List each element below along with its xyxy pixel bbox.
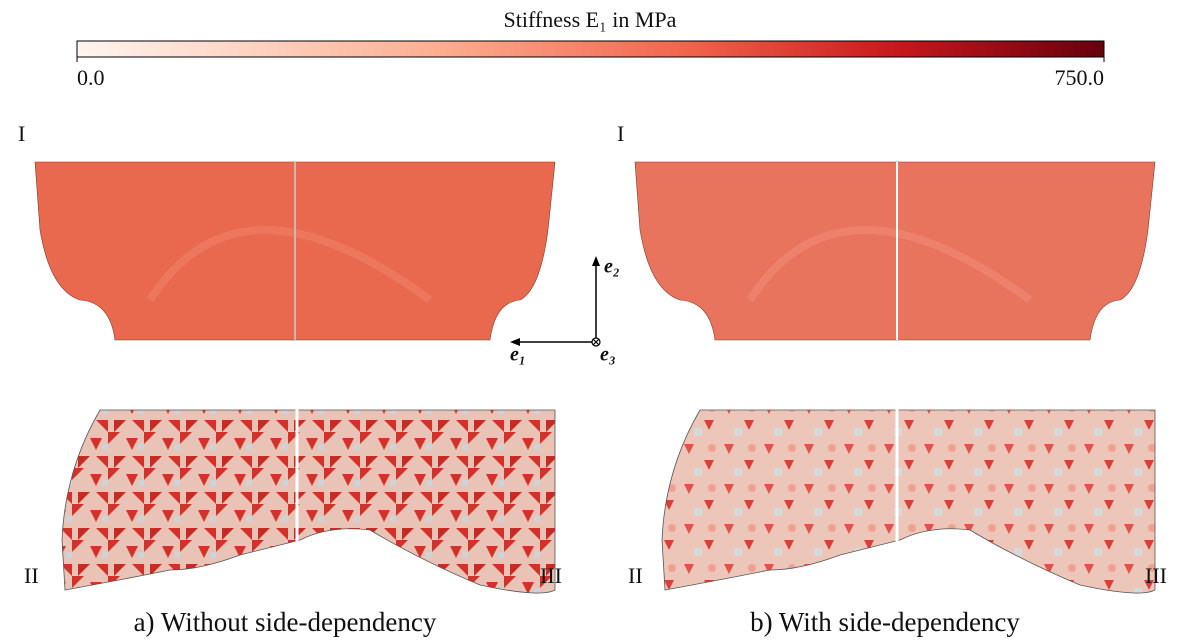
colorbar [77,41,1104,57]
figure: Stiffness E₁ in MPa I II III a) Without … [0,0,1188,643]
panel-b: I II III b) With side-dependency [617,121,1167,637]
panel-label: II [628,563,643,588]
panel-label: III [1145,563,1167,588]
axis-label: e₃ [600,344,616,366]
panel-a: I II III a) Without side-dependency [18,121,562,637]
colorbar-tick-label: 0.0 [77,65,105,90]
caption: a) Without side-dependency [134,607,437,637]
panel-label: III [540,563,562,588]
colorbar-title: Stiffness E₁ in MPa [504,7,677,32]
colorbar-tick-label: 750.0 [1055,65,1105,90]
axis-label: e₁ [510,344,526,366]
caption: b) With side-dependency [750,607,1020,637]
panel-label: I [18,121,25,146]
axis-label: e₂ [604,256,620,278]
panel-label: I [617,121,624,146]
panel-label: II [24,563,39,588]
